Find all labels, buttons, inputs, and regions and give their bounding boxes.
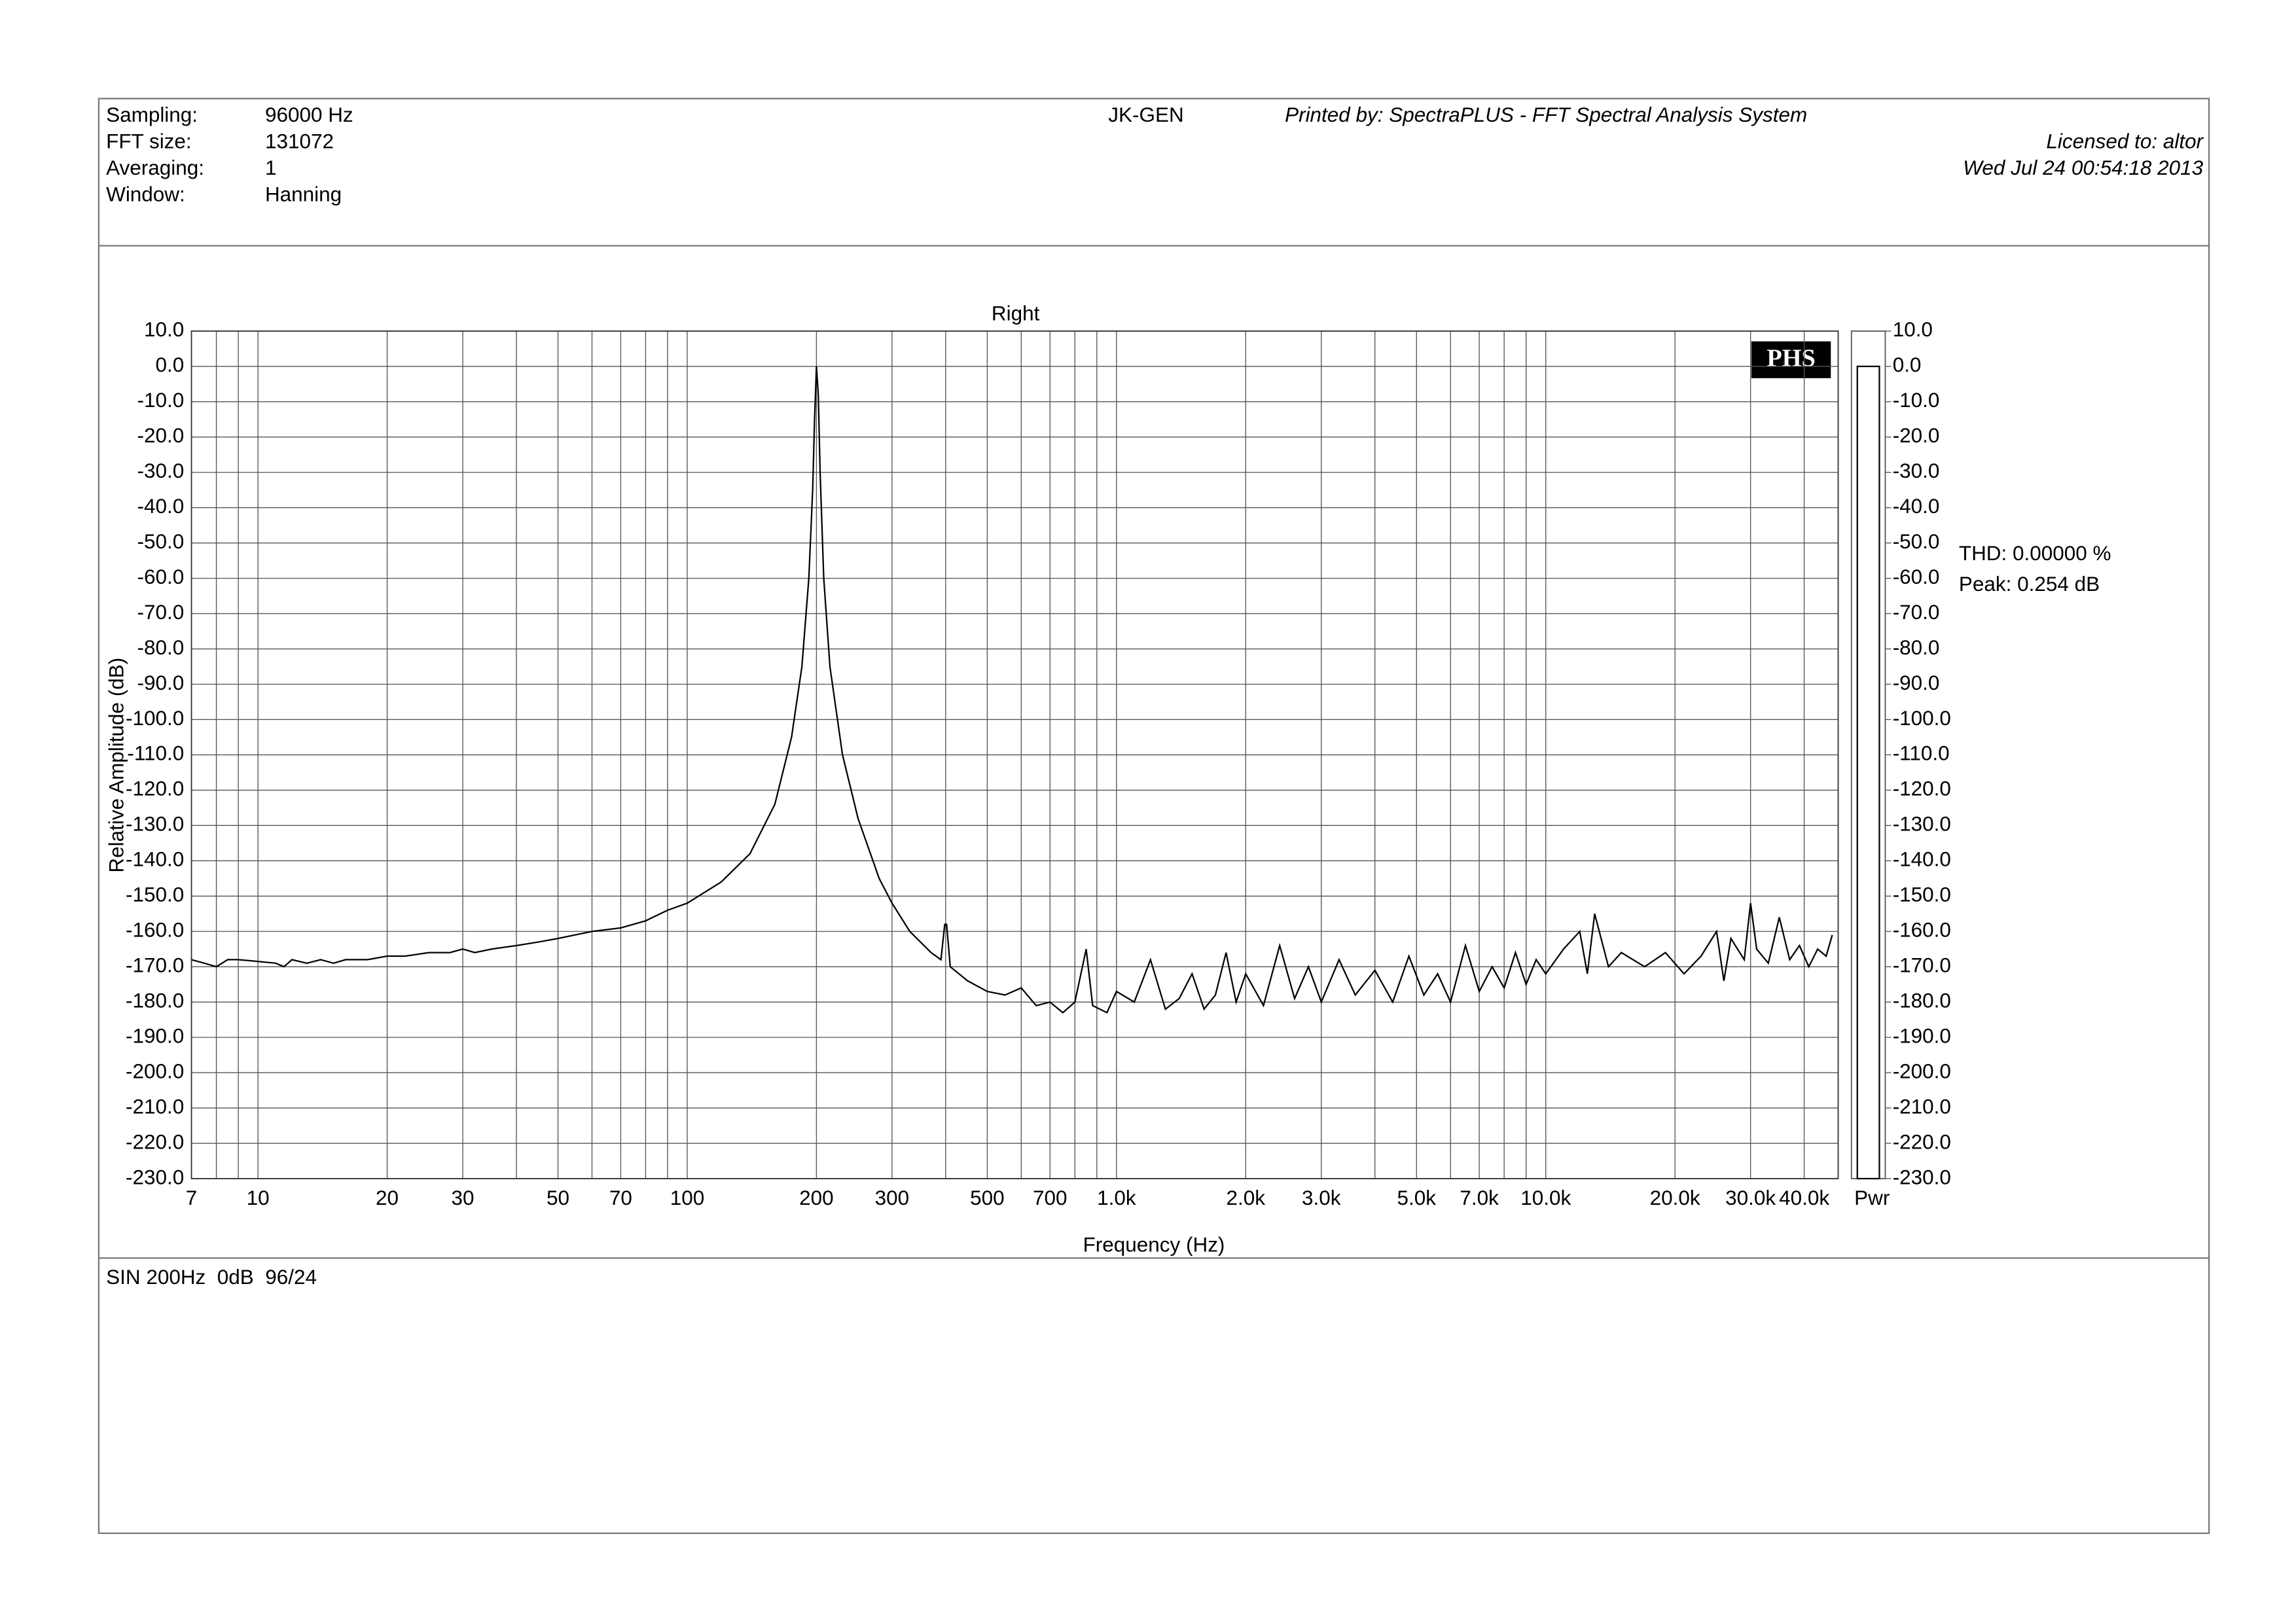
x-tick-label: 200: [799, 1186, 834, 1209]
y-tick-label: -150.0: [126, 883, 184, 906]
y-tick-label: -230.0: [126, 1166, 184, 1188]
x-tick-label: 700: [1033, 1186, 1067, 1209]
y-tick-label: -10.0: [137, 389, 185, 412]
logo-box: [1751, 341, 1831, 378]
print-date: Wed Jul 24 00:54:18 2013: [1963, 156, 2203, 179]
x-tick-label: 30: [452, 1186, 475, 1209]
y-tick-label: -160.0: [126, 919, 184, 942]
y2-tick-label: -10.0: [1893, 389, 1940, 412]
y2-tick-label: -190.0: [1893, 1024, 1951, 1047]
info-label: Window:: [106, 183, 185, 205]
y2-tick-label: -100.0: [1893, 707, 1951, 730]
x-tick-label: 7: [186, 1186, 198, 1209]
info-label: Sampling:: [106, 103, 198, 126]
y-tick-label: -220.0: [126, 1130, 184, 1153]
y2-tick-label: -150.0: [1893, 883, 1951, 906]
y-tick-label: -20.0: [137, 424, 185, 447]
y2-tick-label: 10.0: [1893, 318, 1933, 341]
x-tick-label: 10: [247, 1186, 270, 1209]
y-tick-label: 10.0: [144, 318, 184, 341]
y2-tick-label: -200.0: [1893, 1060, 1951, 1082]
x-axis-label: Frequency (Hz): [1083, 1234, 1225, 1257]
y2-tick-label: 0.0: [1893, 353, 1922, 376]
y2-tick-label: -210.0: [1893, 1095, 1951, 1118]
y-tick-label: -70.0: [137, 601, 185, 624]
x-tick-label: 1.0k: [1097, 1186, 1136, 1209]
info-value: 96000 Hz: [265, 103, 353, 126]
info-label: FFT size:: [106, 130, 192, 152]
y2-tick-label: -160.0: [1893, 919, 1951, 942]
power-label: Pwr: [1854, 1186, 1890, 1209]
info-value: 131072: [265, 130, 334, 152]
x-tick-label: 40.0k: [1779, 1186, 1829, 1209]
y2-tick-label: -60.0: [1893, 565, 1940, 588]
x-tick-label: 7.0k: [1460, 1186, 1499, 1209]
y2-tick-label: -180.0: [1893, 989, 1951, 1012]
y-tick-label: -190.0: [126, 1024, 184, 1047]
y2-tick-label: -220.0: [1893, 1130, 1951, 1153]
y2-tick-label: -110.0: [1893, 742, 1950, 765]
y2-tick-label: -140.0: [1893, 848, 1951, 871]
y-tick-label: -100.0: [126, 707, 184, 730]
y-tick-label: -120.0: [126, 777, 184, 800]
x-tick-label: 3.0k: [1302, 1186, 1341, 1209]
x-tick-label: 20: [376, 1186, 399, 1209]
y-tick-label: -130.0: [126, 813, 184, 836]
y-tick-label: -200.0: [126, 1060, 184, 1082]
y-tick-label: -110.0: [127, 742, 184, 765]
licensed-to: Licensed to: altor: [2046, 130, 2204, 152]
y2-tick-label: -50.0: [1893, 530, 1940, 553]
x-tick-label: 30.0k: [1725, 1186, 1776, 1209]
thd-annotation: THD: 0.00000 %: [1959, 542, 2111, 565]
chart-title: Right: [992, 302, 1040, 325]
x-tick-label: 100: [670, 1186, 705, 1209]
y-tick-label: -60.0: [137, 565, 185, 588]
x-tick-label: 300: [875, 1186, 910, 1209]
x-tick-label: 2.0k: [1227, 1186, 1266, 1209]
y-tick-label: -80.0: [137, 636, 185, 659]
x-tick-label: 50: [547, 1186, 569, 1209]
y-tick-label: -40.0: [137, 495, 185, 518]
power-bar: [1856, 365, 1880, 1180]
printed-by: Printed by: SpectraPLUS - FFT Spectral A…: [1285, 103, 1807, 126]
x-tick-label: 5.0k: [1397, 1186, 1437, 1209]
device: JK-GEN: [1108, 103, 1183, 126]
y2-tick-label: -120.0: [1893, 777, 1951, 800]
x-tick-label: 20.0k: [1650, 1186, 1700, 1209]
x-tick-label: 500: [970, 1186, 1005, 1209]
y2-tick-label: -30.0: [1893, 459, 1940, 482]
x-tick-label: 10.0k: [1520, 1186, 1571, 1209]
y2-tick-label: -230.0: [1893, 1166, 1951, 1188]
y2-tick-label: -70.0: [1893, 601, 1940, 624]
info-value: Hanning: [265, 183, 342, 205]
y-tick-label: -170.0: [126, 954, 184, 977]
y2-tick-label: -20.0: [1893, 424, 1940, 447]
y2-tick-label: -40.0: [1893, 495, 1940, 518]
y-tick-label: -90.0: [137, 671, 185, 694]
y2-tick-label: -170.0: [1893, 954, 1951, 977]
logo: PHS: [1767, 345, 1815, 372]
y2-tick-label: -130.0: [1893, 813, 1951, 836]
x-tick-label: 70: [609, 1186, 632, 1209]
y-tick-label: -210.0: [126, 1095, 184, 1118]
info-value: 1: [265, 156, 277, 179]
spectrum-line: [191, 366, 1833, 1014]
info-label: Averaging:: [106, 156, 204, 179]
y-tick-label: 0.0: [156, 353, 185, 376]
y2-tick-label: -90.0: [1893, 671, 1940, 694]
plot-frame: [190, 330, 1839, 1179]
y-axis-label: Relative Amplitude (dB): [105, 658, 128, 873]
outer-frame: [98, 98, 2210, 1534]
y-tick-label: -30.0: [137, 459, 185, 482]
y-tick-label: -140.0: [126, 848, 184, 871]
peak-annotation: Peak: 0.254 dB: [1959, 573, 2100, 596]
y-tick-label: -180.0: [126, 989, 184, 1012]
y-tick-label: -50.0: [137, 530, 185, 553]
footer-note: SIN 200Hz 0dB 96/24: [106, 1266, 317, 1289]
y2-tick-label: -80.0: [1893, 636, 1940, 659]
